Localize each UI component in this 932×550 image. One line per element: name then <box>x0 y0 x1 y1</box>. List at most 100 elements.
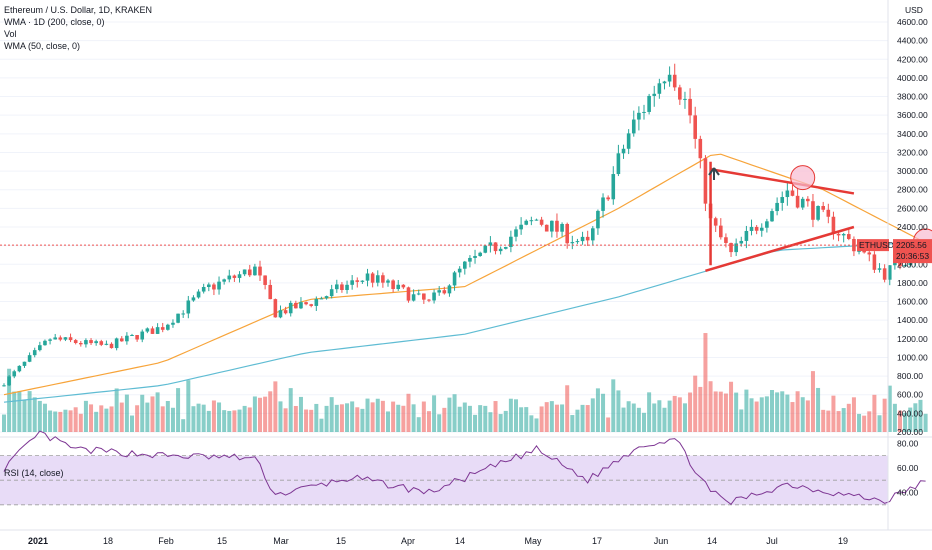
volume-bar <box>785 394 790 432</box>
price-tick-label: 3200.00 <box>897 147 928 157</box>
date-tick-label: Feb <box>158 536 174 546</box>
candle-body <box>166 324 170 330</box>
candle-body <box>775 202 779 212</box>
volume-bar <box>657 400 662 432</box>
volume-bar <box>560 404 565 432</box>
volume-bar <box>616 390 621 432</box>
volume-bar <box>370 402 375 432</box>
candle-body <box>698 138 703 159</box>
candle-body <box>821 206 825 210</box>
volume-bar <box>170 407 175 432</box>
candle-body <box>488 242 493 246</box>
volume-bar <box>411 404 416 432</box>
volume-bar <box>636 407 641 432</box>
volume-bar <box>642 412 646 432</box>
candle-body <box>27 355 32 362</box>
volume-bar <box>191 406 196 432</box>
candle-body <box>237 274 242 278</box>
candle-body <box>273 299 278 318</box>
rsi-tick-label: 40.00 <box>897 488 919 498</box>
candle-body <box>212 284 216 290</box>
wma50-legend: WMA (50, close, 0) <box>4 41 81 51</box>
candle-body <box>529 220 534 222</box>
wma200-legend: WMA · 1D (200, close, 0) <box>4 17 105 27</box>
candle-body <box>606 197 610 200</box>
volume-bar <box>846 403 851 432</box>
volume-bar <box>816 387 821 432</box>
candle-body <box>324 296 329 299</box>
volume-bar <box>283 408 288 432</box>
candle-body <box>478 252 482 257</box>
volume-bar <box>165 401 170 432</box>
candle-body <box>642 111 646 113</box>
candle-body <box>703 158 708 204</box>
candles <box>2 63 928 387</box>
candle-body <box>601 197 605 211</box>
candle-body <box>370 273 375 283</box>
candle-body <box>908 261 913 266</box>
candle-body <box>637 112 641 120</box>
candle-body <box>119 338 124 342</box>
candle-body <box>759 227 764 231</box>
candle-body <box>99 341 104 345</box>
candle-body <box>570 242 575 244</box>
volume-bar <box>708 381 713 432</box>
rsi-tick-label: 60.00 <box>897 463 919 473</box>
candle-body <box>355 280 360 282</box>
wma50-line <box>3 153 926 396</box>
candle-body <box>744 230 749 241</box>
candle-body <box>841 234 846 236</box>
price-tick-label: 2000.00 <box>897 259 928 269</box>
rsi-tick-label: 80.00 <box>897 438 919 448</box>
price-tick-label: 4600.00 <box>897 17 928 27</box>
volume-bar <box>887 385 892 432</box>
volume-bar <box>155 392 160 432</box>
candle-body <box>575 241 580 243</box>
candle-body <box>381 275 385 283</box>
support-trendline <box>705 225 855 272</box>
arrow-up-icon <box>708 167 720 180</box>
candle-body <box>2 385 6 387</box>
volume-bar <box>862 415 867 432</box>
candle-body <box>222 279 226 282</box>
candle-body <box>145 328 150 332</box>
volume-bar <box>795 391 800 432</box>
volume-bar <box>206 410 211 432</box>
volume-bar <box>775 392 780 432</box>
volume-bar <box>544 402 549 432</box>
price-tick-label: 3800.00 <box>897 92 928 102</box>
volume-bar <box>826 410 831 432</box>
date-tick-label: 2021 <box>28 536 48 546</box>
volume-bar <box>744 389 749 432</box>
volume-bar <box>48 410 53 432</box>
candle-body <box>437 290 441 293</box>
price-tick-label: 3000.00 <box>897 166 928 176</box>
volume-bar <box>104 408 109 432</box>
candle-body <box>7 376 11 386</box>
volume-bar <box>32 397 37 432</box>
volume-bar <box>713 391 718 432</box>
volume-bar <box>288 388 293 432</box>
date-tick-label: 19 <box>838 536 848 546</box>
volume-bar <box>483 405 488 432</box>
candle-body <box>340 284 344 291</box>
volume-bar <box>611 379 616 432</box>
volume-bar <box>898 410 902 432</box>
candle-body <box>186 300 191 314</box>
candle-body <box>396 284 401 290</box>
volume-bar <box>626 401 631 432</box>
volume-bar <box>575 409 580 432</box>
date-tick-label: Mar <box>273 536 289 546</box>
candle-body <box>831 216 836 234</box>
candle-body <box>806 198 810 202</box>
countdown-label: 20:36:53 <box>896 251 929 261</box>
candle-body <box>109 343 114 349</box>
candle-body <box>800 198 805 208</box>
candle-body <box>672 74 677 88</box>
volume-bar <box>150 396 155 432</box>
price-tick-label: 4400.00 <box>897 36 928 46</box>
volume-bar <box>293 405 298 432</box>
candle-body <box>719 225 723 238</box>
price-tick-label: 3600.00 <box>897 110 928 120</box>
